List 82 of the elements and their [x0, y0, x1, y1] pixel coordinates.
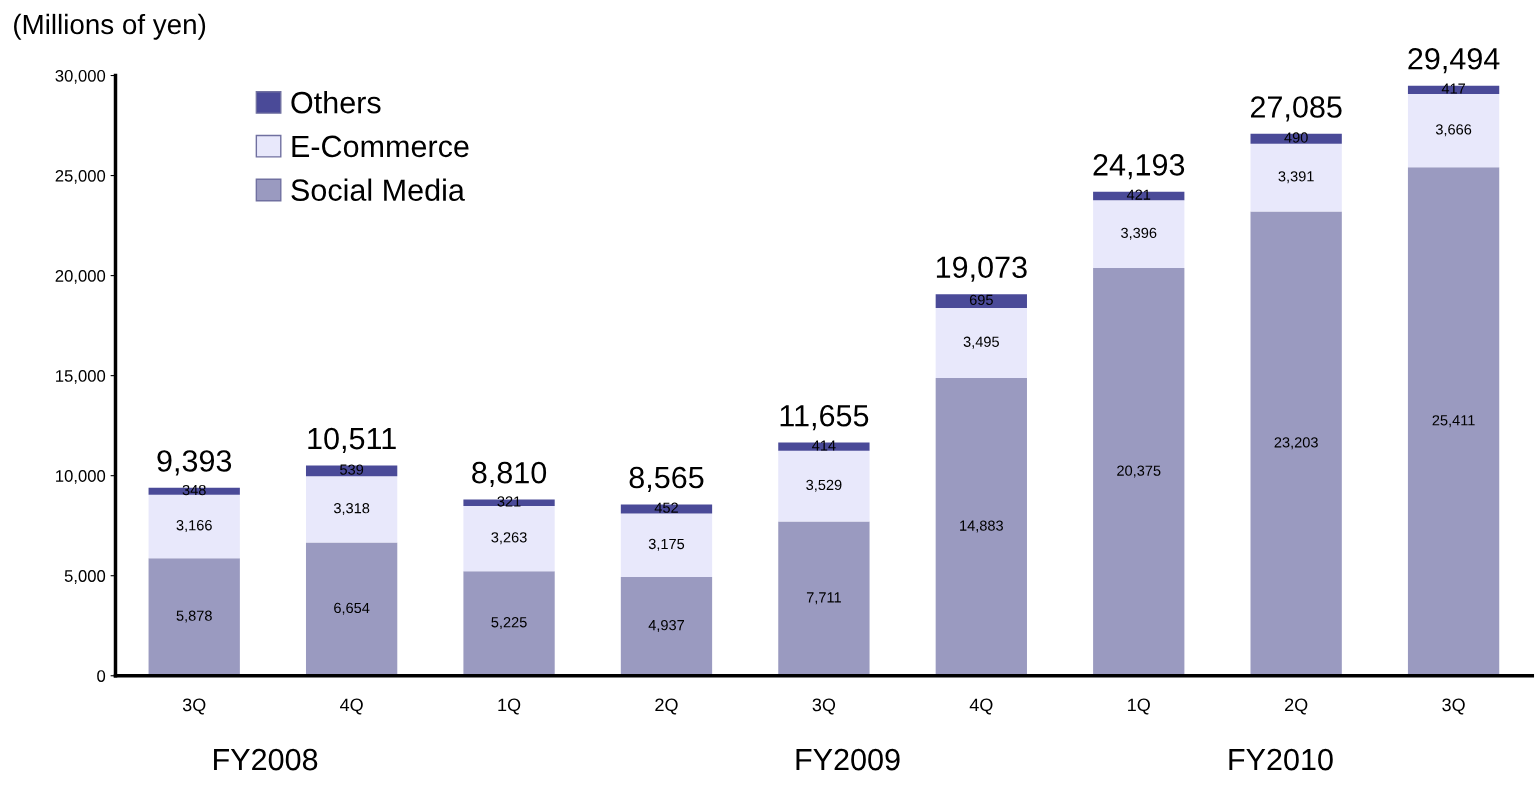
text: FY2009	[796, 748, 900, 771]
data-label: 490	[1284, 132, 1308, 143]
x-tick-label: 2Q	[655, 698, 678, 715]
total-label: 8,565	[629, 466, 704, 492]
total-label: 11,655	[780, 404, 869, 431]
bar	[305, 542, 398, 676]
bar	[935, 308, 1027, 378]
bar	[463, 505, 555, 572]
x-tick-label: 1Q	[498, 698, 521, 715]
x-tick-label: 3Q	[182, 698, 206, 715]
y-tick-label: 25,000	[55, 169, 106, 184]
bar	[1250, 143, 1342, 212]
data-label: 3,166	[176, 520, 212, 533]
bar	[1093, 200, 1185, 269]
y-tick-label: 15,000	[56, 370, 106, 384]
bar	[1250, 133, 1342, 144]
x-tick-label: 3Q	[812, 698, 836, 715]
bar	[148, 487, 240, 495]
data-label: 14,883	[960, 520, 1003, 533]
legend-label: E-Commerce	[292, 135, 469, 158]
data-label: 3,396	[1121, 227, 1157, 240]
total-label: 27,085	[1250, 96, 1342, 122]
bar	[935, 377, 1027, 676]
data-label: 5,878	[176, 610, 212, 623]
y-axis-title: (Millions of yen)	[14, 13, 206, 40]
bar	[148, 494, 240, 559]
bar	[463, 571, 555, 676]
data-label: 20,375	[1117, 465, 1161, 478]
data-label: 539	[340, 464, 364, 475]
legend-label: Social Media	[291, 178, 465, 201]
x-tick-label: 4Q	[340, 698, 363, 715]
data-label: 3,263	[491, 532, 527, 545]
y-tick-label: 5,000	[64, 570, 106, 584]
data-label: 421	[1126, 189, 1151, 200]
data-label: 3,666	[1435, 124, 1472, 137]
bar	[148, 558, 240, 676]
legend-label: Others	[291, 91, 381, 114]
x-tick-label: 2Q	[1285, 698, 1308, 715]
bar	[305, 465, 398, 477]
text: FY2010	[1229, 748, 1333, 771]
data-label: 452	[654, 502, 678, 513]
total-label: 29,494	[1408, 47, 1500, 74]
data-label: 6,654	[334, 602, 370, 615]
data-label: 414	[812, 440, 836, 451]
data-label: 3,391	[1278, 171, 1314, 184]
data-label: 348	[182, 484, 206, 496]
x-tick-label: 3Q	[1442, 698, 1465, 715]
y-tick-label: 0	[97, 670, 106, 682]
bar	[778, 442, 870, 451]
x-tick-label: 1Q	[1128, 698, 1150, 715]
y-tick-label: 10,000	[56, 470, 106, 484]
bar	[778, 450, 870, 522]
bar	[1250, 211, 1342, 676]
x-tick-label: 4Q	[969, 698, 993, 715]
data-label: 3,529	[806, 479, 842, 492]
total-label: 19,073	[936, 256, 1027, 282]
data-label: 417	[1441, 83, 1466, 94]
total-label: 24,193	[1093, 154, 1185, 180]
y-tick-label: 20,000	[55, 270, 106, 284]
data-label: 3,318	[333, 503, 370, 516]
data-label: 4,937	[648, 619, 684, 632]
data-label: 3,495	[963, 336, 999, 349]
bar	[305, 476, 398, 543]
bar	[620, 576, 713, 676]
total-label: 9,393	[157, 450, 232, 476]
bar	[620, 504, 713, 514]
bar	[935, 294, 1027, 309]
data-label: 23,203	[1274, 437, 1318, 450]
total-label: 8,810	[472, 461, 547, 488]
text: FY2008	[214, 748, 318, 771]
bar	[1407, 93, 1500, 168]
bar	[620, 513, 713, 577]
data-label: 7,711	[806, 592, 841, 605]
data-label: 695	[969, 294, 993, 306]
bar	[778, 521, 870, 676]
bar	[1093, 268, 1185, 676]
bar	[1407, 167, 1500, 676]
total-label: 10,511	[308, 427, 396, 454]
data-label: 3,175	[648, 538, 685, 551]
data-label: 25,411	[1432, 415, 1475, 428]
data-label: 5,225	[491, 617, 527, 630]
y-tick-label: 30,000	[55, 69, 106, 84]
